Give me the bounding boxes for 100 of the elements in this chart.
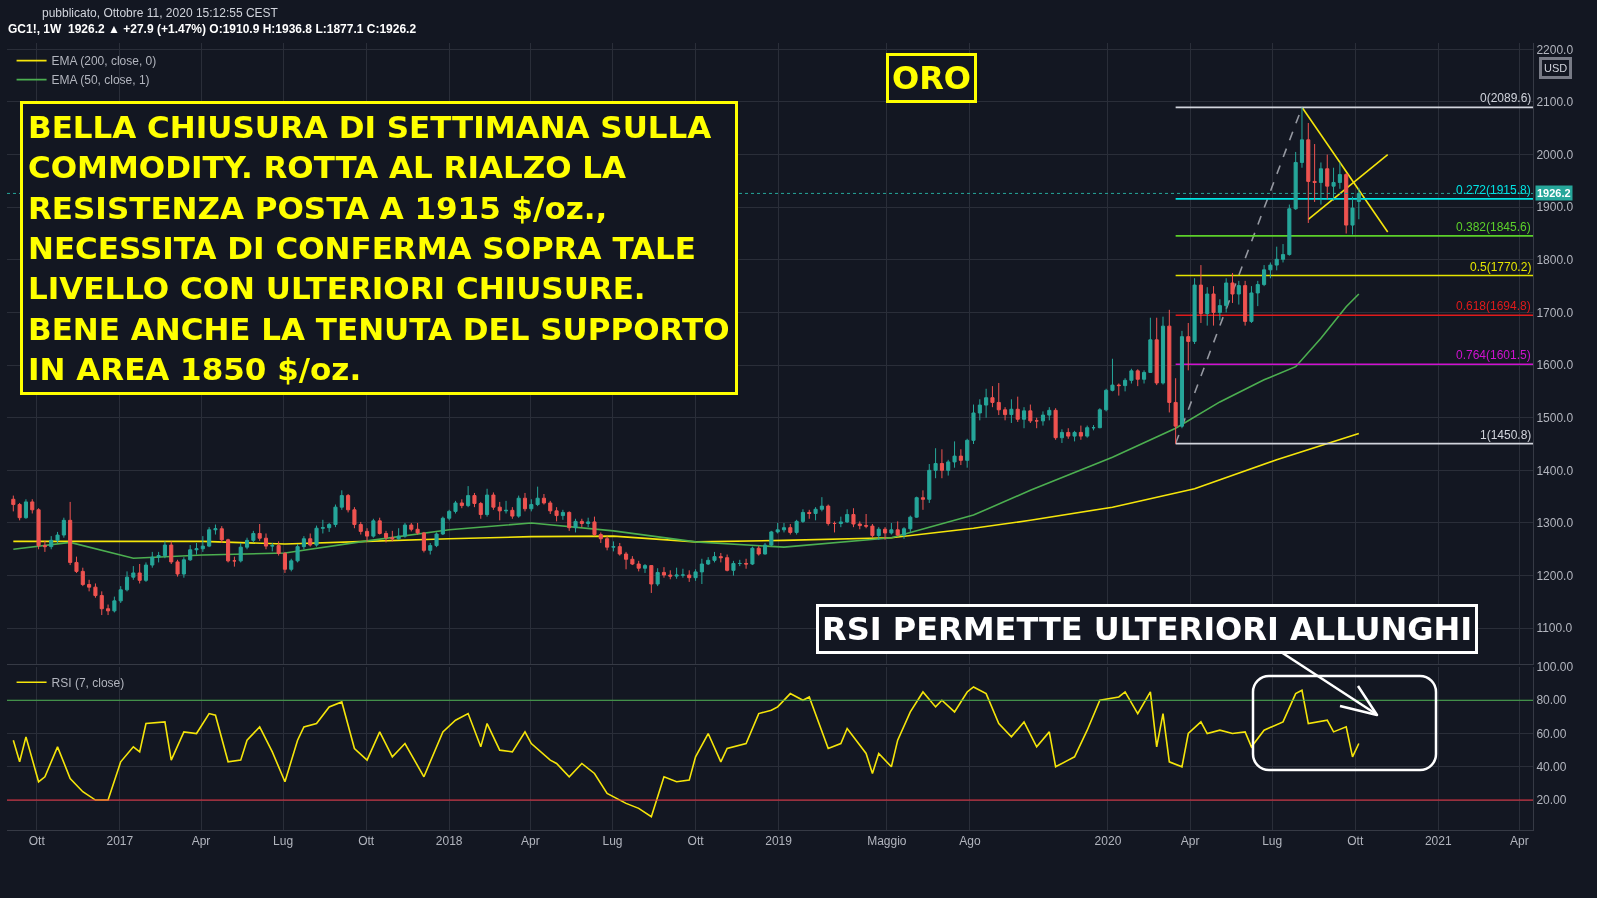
candlestick [541,493,546,506]
candlestick [984,388,989,419]
candlestick [845,508,850,524]
x-tick-label: Lug [273,834,294,849]
candlestick [485,488,490,518]
candlestick [1104,388,1109,412]
candlestick [1066,427,1071,440]
candlestick [188,544,193,562]
text: GC1!, 1W 1926.2 ▲ +27.9 (+1.47%) O:1910.9 H:1936.8 L:1877.1 C:1926.2 [8,22,417,36]
candlestick [680,568,685,579]
candlestick [1312,143,1317,203]
candlestick [744,558,749,570]
y-tick-label: 1700.0 [1536,305,1574,320]
y-tick-label: 1600.0 [1536,358,1574,373]
y-tick-label: 1800.0 [1536,253,1574,268]
candlestick [289,558,294,572]
candlestick [352,506,357,529]
candlestick [1059,428,1064,444]
candlestick [560,509,565,521]
candlestick [421,531,426,553]
candlestick [137,563,142,584]
candlestick [636,560,641,572]
candlestick [933,447,938,479]
candlestick [175,559,180,578]
annotation: BELLA CHIUSURA DI SETTIMANA SULLA COMMODITY. ROTTA AL RIALZO LA RESISTENZA POSTA A 1915 $/oz., NECESSITA DI CONFERMA SOPRA TALE LIVELLO CON ULTERIORI CHIUSURE. BENE ANCHE LA TENUTA DEL SUPPORTO IN AREA 1850 $/oz. [28,109,730,387]
candlestick [927,463,932,504]
y-tick-label: 1400.0 [1536,463,1574,478]
candlestick [1015,396,1020,423]
candlestick [238,542,243,563]
candlestick [1224,277,1229,313]
candlestick [1262,264,1267,287]
candlestick [826,504,831,527]
candlestick [548,500,553,515]
x-tick-label: Lug [602,834,623,849]
candlestick [1236,280,1241,306]
candlestick [598,531,603,544]
candlestick [611,540,616,552]
candlestick [750,546,755,566]
candlestick [383,530,389,543]
candlestick [864,513,869,529]
y-tick-label: 1300.0 [1536,516,1574,531]
candlestick [181,556,186,579]
candlestick [447,509,452,521]
candlestick [661,566,667,579]
candlestick [472,492,477,508]
candlestick [339,489,344,511]
candlestick [712,551,717,563]
series-label: 0.272(1915.8) [1456,183,1531,197]
candlestick [1154,317,1159,386]
y-tick-label: 2000.0 [1536,147,1574,162]
candlestick [112,596,117,613]
candlestick [453,500,458,514]
candlestick [630,555,635,566]
x-tick-label: Apr [1180,834,1200,849]
line-series [12,432,1360,545]
candlestick [1034,417,1039,429]
candlestick [162,540,167,559]
candlestick [1179,330,1184,429]
candlestick [270,542,275,552]
candlestick [99,590,104,616]
candlestick [257,523,262,542]
candlestick [573,518,578,533]
candlestick [1299,106,1305,169]
candlestick [1072,430,1077,442]
candlestick [124,570,130,592]
candlestick [1325,154,1330,200]
y-tick-label: 1200.0 [1536,568,1574,583]
candlestick [1160,316,1166,386]
candlestick [1268,261,1273,279]
candlestick [213,524,218,536]
candlestick [320,519,325,534]
candlestick [1249,285,1254,324]
candlestick [889,522,894,536]
y-tick-label: 100.00 [1536,660,1574,675]
candlestick [762,542,768,556]
candlestick [428,542,433,556]
candlestick [143,561,149,583]
candlestick [1123,377,1128,392]
candlestick [1217,298,1222,321]
candlestick [327,522,332,533]
legend-label: EMA (50, close, 1) [51,73,150,88]
legend-label: RSI (7, close) [51,675,125,690]
candlestick [61,517,66,539]
candlestick [851,507,856,528]
y-tick-label: 1900.0 [1536,200,1574,215]
candlestick [358,521,363,536]
candlestick [731,560,736,577]
candlestick [226,538,231,563]
candlestick [301,535,306,550]
candlestick [396,527,401,540]
candlestick [459,498,464,509]
candlestick [781,522,787,533]
candlestick [1211,285,1216,327]
candlestick [965,438,970,469]
candlestick [706,556,711,566]
candlestick [1186,322,1191,371]
candlestick [579,518,584,528]
candlestick [819,496,824,512]
candlestick [42,540,47,553]
candlestick [1205,286,1210,327]
